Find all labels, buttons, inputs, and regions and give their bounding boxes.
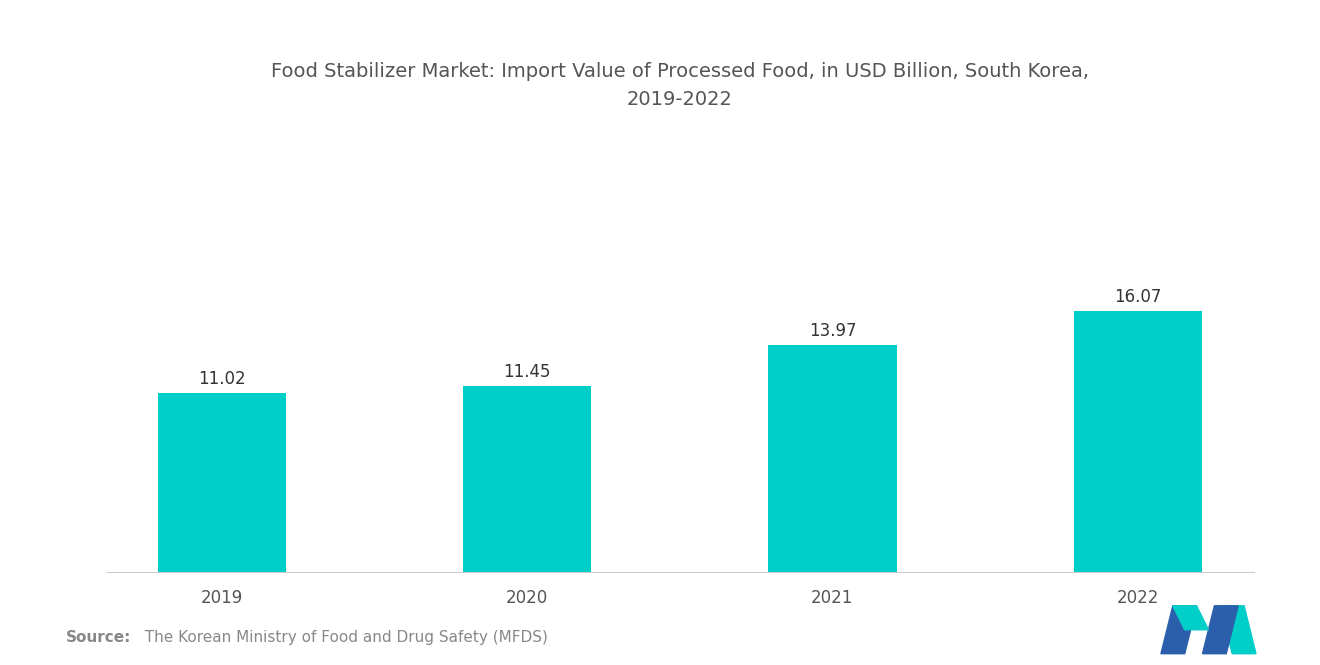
Text: 16.07: 16.07 — [1114, 288, 1162, 306]
Bar — [463, 386, 591, 572]
Title: Food Stabilizer Market: Import Value of Processed Food, in USD Billion, South Ko: Food Stabilizer Market: Import Value of … — [271, 63, 1089, 109]
Text: Source:: Source: — [66, 630, 132, 645]
Bar — [768, 345, 896, 572]
Polygon shape — [1203, 606, 1238, 654]
Bar — [1073, 311, 1201, 572]
Polygon shape — [1172, 606, 1209, 630]
Polygon shape — [1162, 606, 1196, 654]
Bar — [158, 393, 286, 572]
Text: 11.02: 11.02 — [198, 370, 246, 388]
Text: 13.97: 13.97 — [809, 322, 857, 340]
Text: 11.45: 11.45 — [503, 363, 550, 381]
Polygon shape — [1220, 606, 1257, 654]
Text: The Korean Ministry of Food and Drug Safety (MFDS): The Korean Ministry of Food and Drug Saf… — [135, 630, 548, 645]
